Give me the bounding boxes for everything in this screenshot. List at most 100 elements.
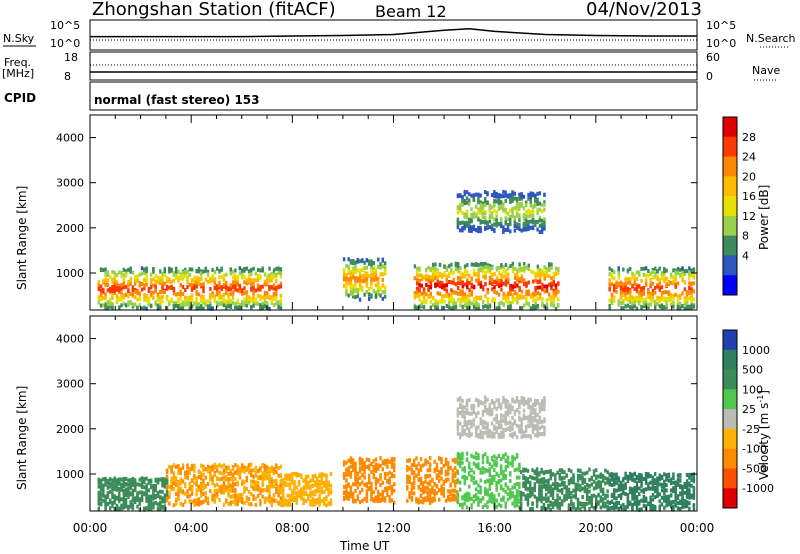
heatmap-cell xyxy=(438,488,441,493)
heatmap-cell xyxy=(204,302,207,307)
heatmap-cell xyxy=(585,494,589,499)
heatmap-cell xyxy=(447,305,451,310)
heatmap-cell xyxy=(549,493,552,498)
heatmap-cell xyxy=(658,299,661,304)
heatmap-cell xyxy=(204,491,207,496)
heatmap-cell xyxy=(381,480,385,485)
heatmap-cell xyxy=(261,306,264,311)
heatmap-cell xyxy=(633,273,636,278)
heatmap-cell xyxy=(131,483,135,488)
heatmap-cell xyxy=(115,478,119,483)
heatmap-cell xyxy=(583,502,587,507)
heatmap-cell xyxy=(225,488,228,493)
heatmap-cell xyxy=(213,462,217,467)
heatmap-cell xyxy=(538,497,541,502)
heatmap-cell xyxy=(456,281,460,286)
heatmap-cell xyxy=(186,277,189,282)
heatmap-cell xyxy=(370,285,373,290)
heatmap-cell xyxy=(179,467,182,472)
heatmap-cell xyxy=(482,274,485,279)
heatmap-cell xyxy=(536,227,539,232)
heatmap-cell xyxy=(633,500,636,505)
heatmap-cell xyxy=(329,472,333,477)
heatmap-cell xyxy=(465,190,469,195)
heatmap-cell xyxy=(638,297,641,302)
heatmap-cell xyxy=(493,208,496,213)
station-title: Zhongshan Station (fitACF) xyxy=(92,0,336,20)
heatmap-cell xyxy=(482,265,485,270)
heatmap-cell xyxy=(349,274,353,279)
heatmap-cell xyxy=(372,497,375,502)
heatmap-cell xyxy=(206,304,210,309)
heatmap-cell xyxy=(159,269,162,274)
heatmap-cell xyxy=(443,286,446,291)
heatmap-cell xyxy=(149,285,153,290)
heatmap-cell xyxy=(465,458,469,463)
heatmap-cell xyxy=(447,467,450,472)
heatmap-cell xyxy=(529,269,533,274)
heatmap-cell xyxy=(238,498,242,503)
heatmap-cell xyxy=(601,478,605,483)
heatmap-cell xyxy=(111,503,114,508)
heatmap-cell xyxy=(551,496,555,501)
heatmap-cell xyxy=(243,469,246,474)
heatmap-cell xyxy=(197,266,201,271)
heatmap-cell xyxy=(115,282,119,287)
heatmap-cell xyxy=(474,214,478,219)
heatmap-cell xyxy=(261,479,264,484)
heatmap-cell xyxy=(322,489,326,494)
heatmap-cell xyxy=(213,277,217,282)
heatmap-cell xyxy=(497,266,501,271)
heatmap-cell xyxy=(177,480,180,485)
heatmap-cell xyxy=(138,507,141,512)
heatmap-cell xyxy=(268,294,271,299)
heatmap-cell xyxy=(115,285,119,290)
heatmap-cell xyxy=(161,280,164,285)
heatmap-cell xyxy=(413,276,417,281)
heatmap-cell xyxy=(486,489,489,494)
heatmap-cell xyxy=(518,498,521,503)
heatmap-cell xyxy=(342,268,346,273)
heatmap-cell xyxy=(557,267,560,272)
heatmap-cell xyxy=(493,500,496,505)
heatmap-cell xyxy=(454,290,458,295)
heatmap-cell xyxy=(124,292,128,297)
heatmap-cell xyxy=(161,489,164,494)
heatmap-cell xyxy=(513,499,517,504)
heatmap-cell xyxy=(470,262,474,267)
heatmap-cell xyxy=(513,223,517,228)
heatmap-cell xyxy=(500,287,503,292)
heatmap-cell xyxy=(106,288,110,293)
heatmap-cell xyxy=(491,287,494,292)
heatmap-cell xyxy=(313,492,317,497)
heatmap-cell xyxy=(225,299,228,304)
heatmap-cell xyxy=(365,271,369,276)
heatmap-cell xyxy=(651,270,655,275)
heatmap-cell xyxy=(613,269,616,274)
heatmap-cell xyxy=(184,300,187,305)
heatmap-cell xyxy=(215,494,219,499)
heatmap-cell xyxy=(550,276,553,281)
heatmap-cell xyxy=(145,493,148,498)
heatmap-cell xyxy=(195,479,198,484)
heatmap-cell xyxy=(436,279,439,284)
heatmap-cell xyxy=(681,304,684,309)
heatmap-cell xyxy=(499,203,503,208)
heatmap-cell xyxy=(515,208,519,213)
heatmap-cell xyxy=(250,298,253,303)
freq-tick-high: 18 xyxy=(64,51,78,64)
heatmap-cell xyxy=(626,280,630,285)
heatmap-cell xyxy=(245,266,248,271)
heatmap-cell xyxy=(628,295,632,300)
heatmap-cell xyxy=(419,499,423,504)
heatmap-cell xyxy=(218,470,221,475)
heatmap-cell xyxy=(247,470,251,475)
heatmap-cell xyxy=(383,285,387,290)
heatmap-cell xyxy=(438,291,442,296)
heatmap-cell xyxy=(417,470,420,475)
heatmap-cell xyxy=(161,299,164,304)
heatmap-cell xyxy=(168,269,171,274)
heatmap-cell xyxy=(388,480,391,485)
heatmap-cell xyxy=(111,293,114,298)
heatmap-cell xyxy=(431,295,435,300)
